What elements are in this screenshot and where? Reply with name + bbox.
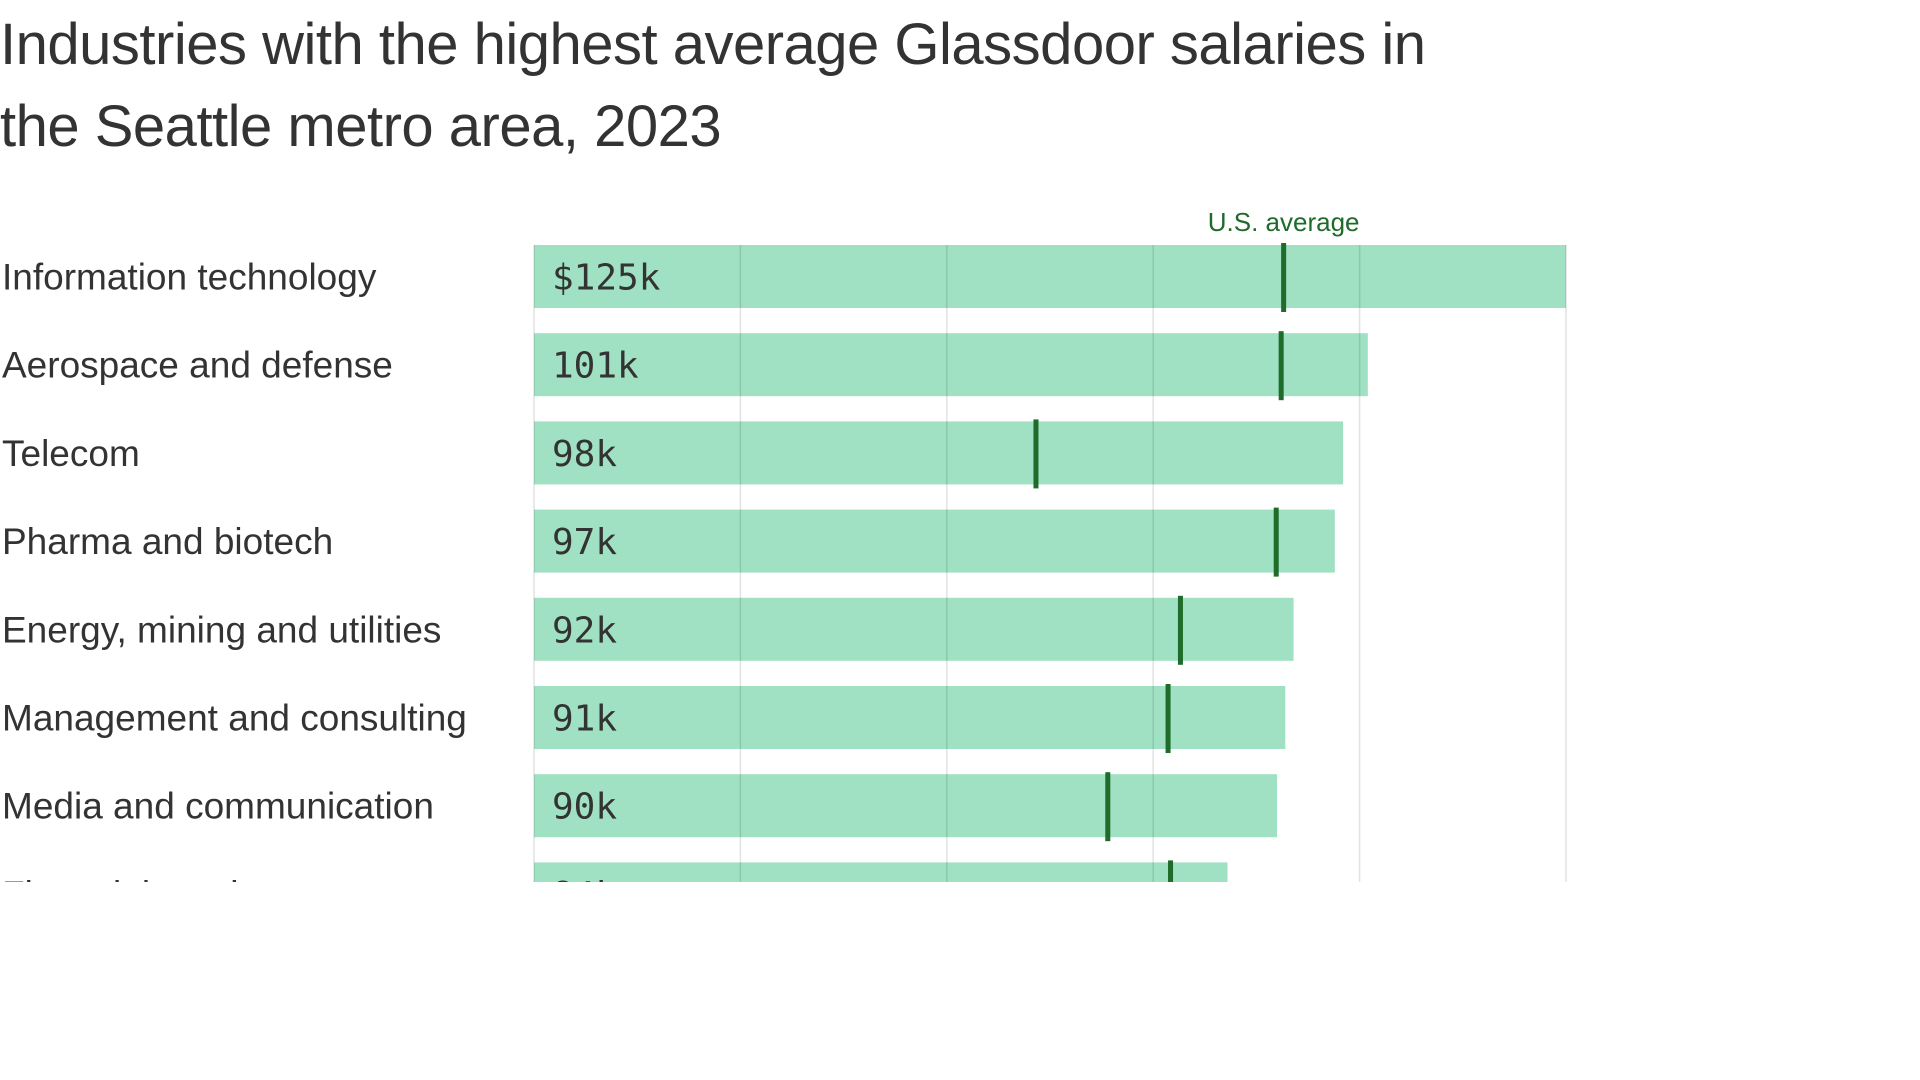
category-label: Management and consulting	[2, 698, 467, 739]
us-average-marker	[1177, 595, 1183, 665]
us-average-marker	[1273, 507, 1279, 577]
bar	[534, 774, 1278, 838]
us-average-marker	[1033, 419, 1039, 489]
value-label: 98k	[552, 434, 617, 475]
value-label: $125k	[552, 258, 661, 299]
value-label: 92k	[552, 610, 617, 651]
chart-title: Industries with the highest average Glas…	[0, 12, 1426, 159]
category-label: Energy, mining and utilities	[2, 609, 441, 650]
us-average-annotation: U.S. average	[1208, 207, 1360, 237]
bar	[534, 862, 1228, 882]
value-label: 84k	[552, 875, 617, 882]
bar	[534, 686, 1286, 749]
bar-chart: Information technology $125k Aerospace and…	[2, 207, 1567, 882]
category-label: Pharma and biotech	[2, 521, 333, 562]
bar	[534, 333, 1368, 397]
us-average-marker	[1278, 331, 1284, 401]
us-average-marker	[1105, 772, 1111, 842]
bars	[534, 245, 1566, 882]
us-average-marker	[1165, 684, 1171, 753]
bar	[534, 421, 1344, 485]
category-label: Financial services	[2, 874, 296, 882]
category-label: Media and communication	[2, 786, 434, 827]
us-average-marker	[1281, 243, 1287, 312]
value-label: 101k	[552, 346, 639, 387]
bar	[534, 597, 1294, 661]
category-label: Telecom	[2, 433, 140, 474]
value-label: 90k	[552, 787, 617, 828]
us-average-marker	[1168, 860, 1174, 882]
bar	[534, 245, 1566, 308]
value-label: 97k	[552, 522, 617, 563]
labels: Information technology $125k Aerospace and…	[2, 207, 1360, 882]
average-markers	[1033, 243, 1287, 882]
value-label: 91k	[552, 699, 617, 740]
bar	[534, 509, 1335, 573]
category-label: Information technology	[2, 257, 377, 298]
category-label: Aerospace and defense	[2, 345, 393, 386]
